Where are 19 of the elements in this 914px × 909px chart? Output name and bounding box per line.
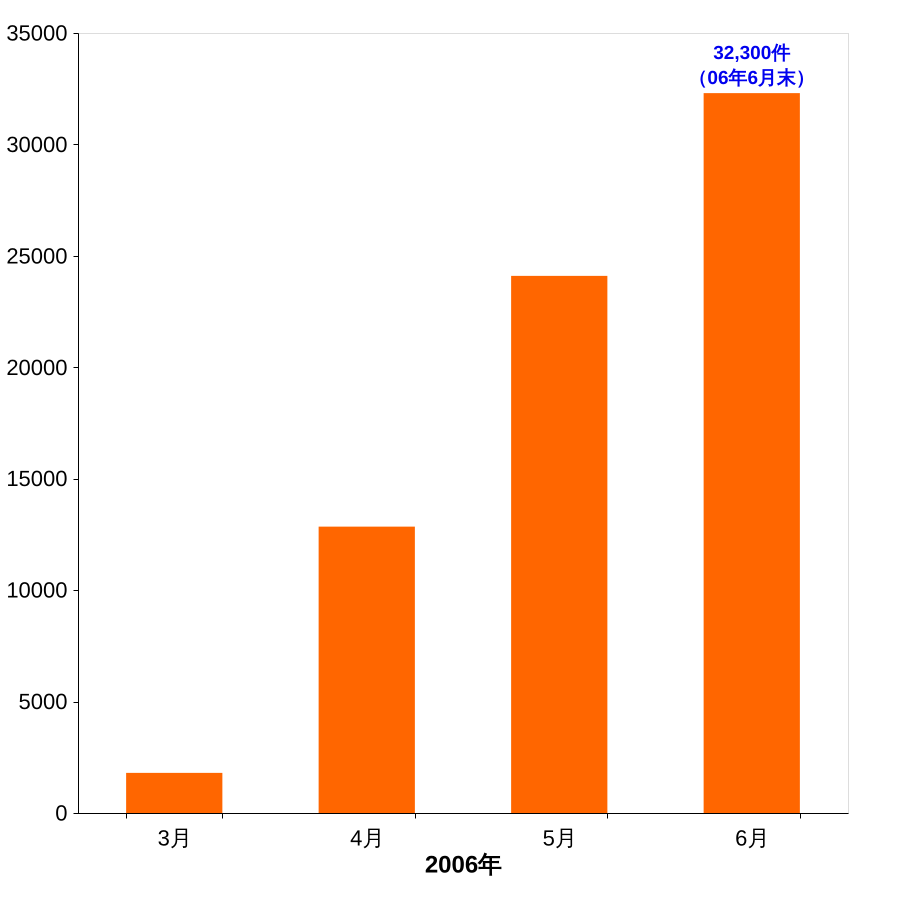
annotation: 32,300件: [713, 43, 790, 64]
x-axis-title: 2006年: [424, 852, 502, 878]
x-tick-label: 4月: [350, 826, 384, 850]
y-tick-label: 5000: [18, 689, 68, 714]
y-tick-label: 0: [55, 800, 68, 826]
y-tick-label: 20000: [6, 354, 68, 380]
y-tick-label: 35000: [6, 20, 68, 46]
y-tick-label: 25000: [6, 243, 68, 268]
bar: [511, 276, 608, 813]
bar: [704, 93, 800, 813]
annotation: （06年6月末）: [688, 67, 816, 90]
x-tick-label: 3月: [158, 826, 192, 850]
y-tick-label: 15000: [6, 466, 68, 492]
x-tick-label: 6月: [735, 826, 770, 850]
y-tick-label: 30000: [6, 132, 68, 157]
bar: [318, 526, 415, 813]
x-tick-label: 5月: [542, 826, 577, 850]
y-tick-label: 10000: [6, 578, 68, 603]
bar: [126, 772, 222, 813]
